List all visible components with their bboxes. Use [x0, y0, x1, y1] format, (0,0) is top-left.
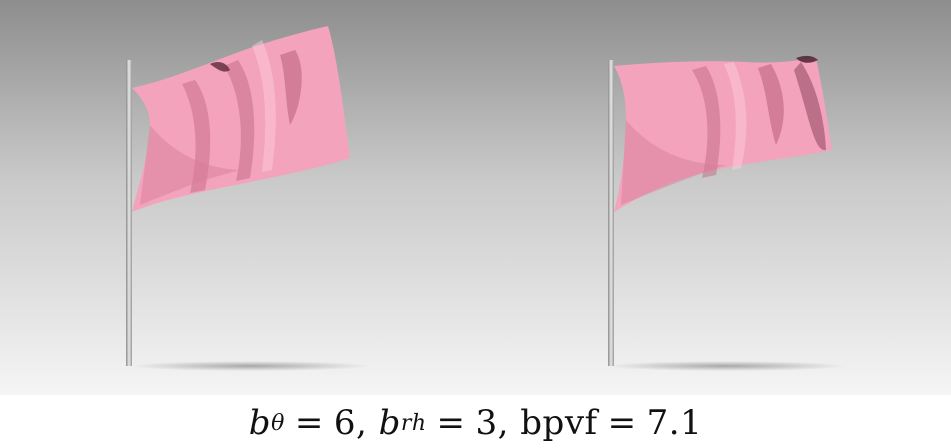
- flag: [614, 55, 832, 212]
- equals-sign: =: [607, 403, 637, 443]
- b-rh-subscript: rh: [400, 410, 427, 436]
- left-flag-render: [0, 0, 476, 395]
- b-rh-symbol: b: [378, 403, 401, 443]
- right-flag-render: [476, 0, 951, 395]
- comma: ,: [355, 403, 379, 443]
- bpvf-label: bpvf: [520, 403, 598, 443]
- equals-sign: =: [436, 403, 466, 443]
- flagpole: [126, 60, 132, 366]
- equals-sign: =: [294, 403, 324, 443]
- right-render-panel: [476, 0, 951, 395]
- comma: ,: [497, 403, 521, 443]
- b-rh-value: 3: [475, 403, 498, 443]
- b-theta-value: 6: [333, 403, 356, 443]
- ground-shadow: [606, 361, 846, 371]
- flag: [132, 26, 350, 212]
- b-theta-symbol: b: [248, 403, 272, 443]
- ground-shadow: [130, 361, 370, 371]
- background: [476, 0, 951, 395]
- bpvf-value: 7.1: [646, 403, 703, 443]
- flagpole: [608, 60, 614, 366]
- b-theta-subscript: θ: [271, 410, 285, 436]
- left-render-panel: [0, 0, 476, 395]
